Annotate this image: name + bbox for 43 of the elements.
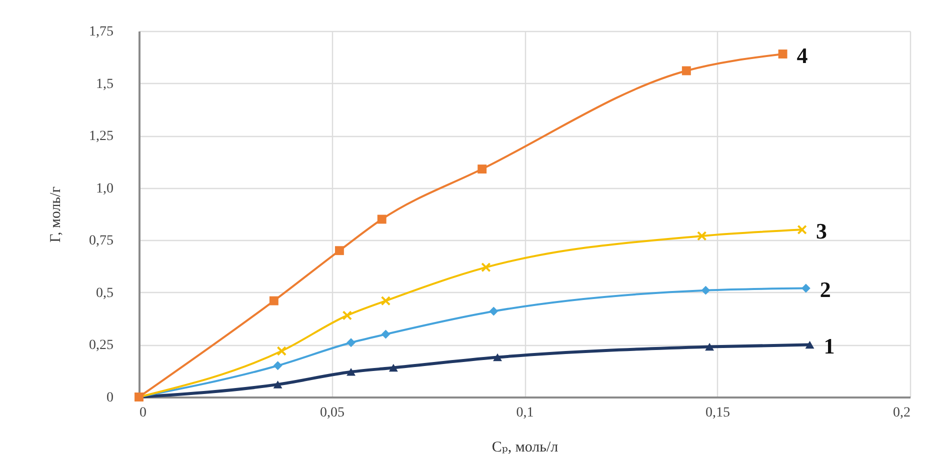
y-tick-label: 0,5 xyxy=(96,286,114,301)
point xyxy=(276,346,287,356)
point xyxy=(273,361,282,370)
point xyxy=(478,164,487,174)
point xyxy=(682,66,691,76)
point xyxy=(388,364,398,372)
point xyxy=(696,231,707,241)
series-label: 3 xyxy=(816,218,828,244)
point xyxy=(380,296,391,306)
y-tick-label: 1,5 xyxy=(96,76,114,92)
x-tick-label: 0 xyxy=(140,406,146,420)
point xyxy=(342,310,352,320)
point xyxy=(269,296,278,306)
point xyxy=(805,340,814,349)
point xyxy=(381,330,390,339)
point xyxy=(346,338,356,348)
series-label: 2 xyxy=(820,277,831,302)
y-tick-label: 0,75 xyxy=(89,234,114,249)
y-tick-label: 1,0 xyxy=(96,181,114,196)
point xyxy=(701,286,710,295)
point xyxy=(778,50,788,58)
point xyxy=(489,306,498,316)
point xyxy=(377,214,386,224)
point xyxy=(705,342,714,351)
point xyxy=(273,380,282,388)
y-axis-title: Г, моль/г xyxy=(48,186,64,242)
point xyxy=(481,262,491,272)
series-label: 1 xyxy=(824,334,835,359)
y-tick-label: 1,25 xyxy=(89,129,114,144)
point xyxy=(493,353,502,362)
y-tick-label: 0,25 xyxy=(89,338,114,354)
series-label: 4 xyxy=(796,43,808,68)
y-tick-label: 1,75 xyxy=(89,24,114,40)
x-axis-title: Cₚ, моль/л xyxy=(492,440,559,456)
x-tick-label: 0,15 xyxy=(706,406,730,420)
point xyxy=(797,224,807,235)
point xyxy=(346,368,356,376)
x-tick-label: 0,1 xyxy=(516,406,534,420)
x-tick-label: 0,2 xyxy=(893,406,910,420)
x-tick-label: 0,05 xyxy=(320,406,344,420)
y-tick-label: 0 xyxy=(106,390,114,406)
point xyxy=(334,246,344,256)
point xyxy=(801,284,810,293)
